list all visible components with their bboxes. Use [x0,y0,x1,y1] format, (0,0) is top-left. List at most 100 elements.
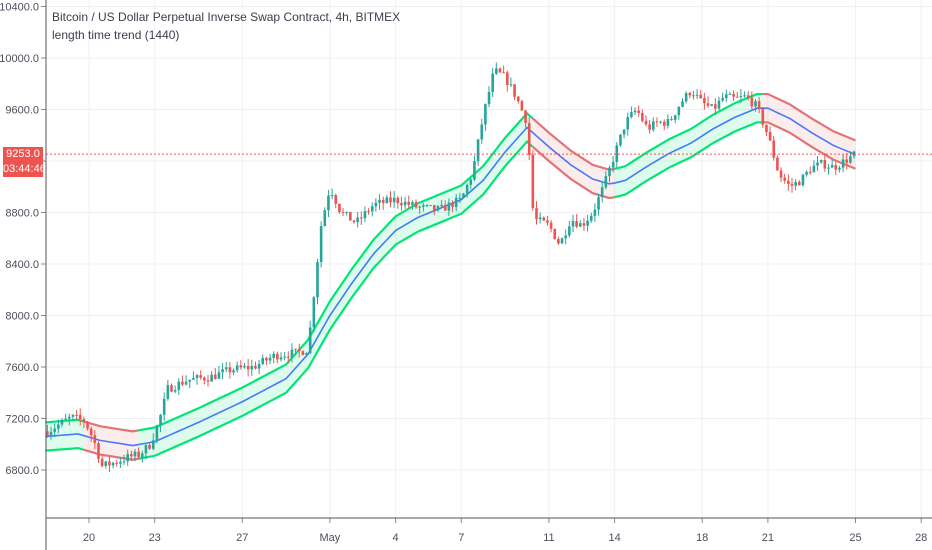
candle-body [429,205,432,207]
candle-body [144,444,148,454]
trend-mid-line [45,107,856,447]
candle-body [582,223,586,226]
candle-body [279,357,283,360]
candle-body [334,195,338,204]
candle-body [838,167,841,170]
candle-body [305,353,308,355]
candle-body [695,94,699,96]
candle-body [130,454,133,457]
candle-body [239,365,243,368]
candle-body [604,176,608,188]
band-upper-line [83,420,139,433]
candle-body [699,94,703,99]
candle-body [308,327,312,354]
candle-body [549,222,553,229]
candle-body [586,220,589,226]
candle-body [235,365,239,371]
candle-body [177,381,181,391]
candle-body [440,204,443,207]
candle-body [370,206,374,212]
candle-body [272,353,275,358]
x-tick-label: 4 [393,532,399,544]
candle-body [633,110,637,113]
candle-body [454,197,458,208]
candle-body [46,431,49,436]
candle-body [363,211,367,219]
candle-body [352,220,356,223]
candle-body [706,103,710,106]
x-axis-labels: 20 23 27 May 4 7 11 14 18 21 25 28 [83,532,927,544]
candle-body [768,132,772,141]
candle-body [137,451,140,457]
candle-body [754,101,757,107]
candle-body [246,366,250,370]
candle-body [458,197,462,199]
candle-body [111,462,115,466]
candle-body [761,108,765,125]
candle-body [553,228,557,240]
candle-body [513,84,516,97]
candle-body [597,197,600,210]
candle-body [648,124,651,130]
candle-body [359,217,363,219]
candle-body [527,123,531,155]
candle-body [688,93,692,96]
candle-body [465,184,469,194]
candle-body [243,366,246,368]
band-lower-line [83,448,139,461]
candle-body [808,171,812,173]
candle-body [60,419,64,425]
candle-body [765,124,768,133]
candle-body [425,205,429,207]
candle-body [491,73,494,92]
candle-body [283,356,286,358]
chart-legend: Bitcoin / US Dollar Perpetual Inverse Sw… [52,8,400,44]
candle-body [473,161,476,180]
candle-body [757,101,761,109]
candle-body [381,199,385,204]
candle-body [414,202,418,208]
candle-body [173,390,177,392]
candle-body [250,365,254,370]
axes [41,0,932,550]
candle-body [732,93,735,97]
candles [46,62,856,472]
candle-body [845,159,849,163]
x-tick-label: 11 [543,532,554,544]
candle-body [443,204,447,211]
candle-body [104,461,108,467]
candle-body [49,431,53,436]
candle-body [119,461,122,464]
candle-body [210,374,213,382]
candle-body [655,121,659,123]
candle-body [484,104,487,125]
candle-body [133,451,137,457]
candle-body [750,97,754,107]
candle-body [710,104,713,106]
candle-body [673,115,677,120]
y-tick-label: 6800.0 [5,465,39,477]
grid [46,0,932,518]
candle-body [480,124,484,140]
candle-body [524,110,527,124]
candle-body [418,206,421,208]
band-fill [138,113,533,459]
candle-body [819,160,823,163]
candle-body [717,100,721,109]
candle-body [257,363,261,369]
candle-body [659,121,662,123]
candle-body [140,453,144,457]
candle-body [849,156,852,163]
candle-body [681,101,684,107]
candle-body [677,106,681,116]
candle-body [651,121,655,130]
candle-body [217,372,221,379]
x-tick-label: 28 [915,532,927,544]
candle-body [787,180,790,184]
candle-body [502,72,505,74]
band-lower-line [762,121,856,170]
candle-body [345,211,348,213]
candle-body [195,375,199,378]
candle-body [684,93,688,102]
